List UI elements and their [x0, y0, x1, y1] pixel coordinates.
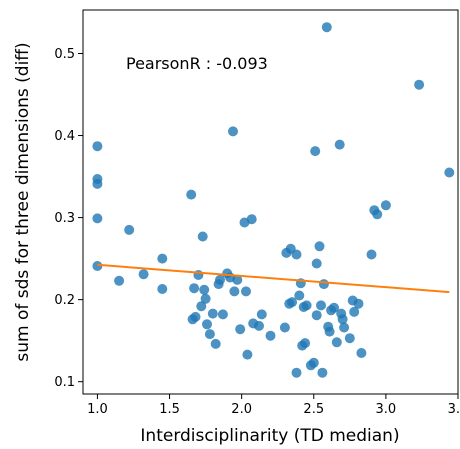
scatter-point	[334, 139, 345, 150]
scatter-point	[294, 290, 305, 301]
x-tick-label: 2.5	[303, 402, 324, 417]
scatter-point	[199, 284, 210, 295]
scatter-point	[314, 241, 325, 252]
scatter-point	[256, 309, 267, 320]
y-tick-label: 0.2	[54, 293, 75, 308]
scatter-point	[444, 167, 455, 178]
scatter-point	[339, 322, 350, 333]
scatter-point	[92, 141, 103, 152]
scatter-point	[197, 231, 208, 242]
x-tick-label: 3.0	[376, 402, 397, 417]
scatter-point	[207, 308, 218, 319]
scatter-point	[241, 286, 251, 297]
scatter-point	[279, 322, 290, 333]
scatter-point	[414, 79, 425, 90]
scatter-point	[215, 274, 225, 285]
scatter-point	[337, 314, 348, 325]
plot-area: 1.0 1.5 2.0 2.5 3.0 3.5 0.1 0.2 0.3 0.4 0.5	[54, 9, 460, 417]
scatter-point	[157, 253, 168, 264]
scatter-point	[291, 249, 302, 260]
scatter-point	[265, 330, 276, 341]
scatter-point	[349, 306, 360, 317]
scatter-point	[235, 324, 246, 335]
scatter-point	[317, 367, 328, 378]
axes-frame	[82, 9, 459, 395]
scatter-point	[246, 214, 257, 225]
regression-line-layer	[97, 263, 450, 294]
scatter-point	[300, 338, 311, 349]
scatter-point	[287, 297, 298, 308]
scatter-point	[229, 286, 240, 297]
scatter-point	[324, 326, 335, 337]
scatter-point	[124, 224, 135, 235]
y-tick-label: 0.3	[54, 211, 75, 226]
x-axis-label: Interdisciplinarity (TD median)	[140, 426, 399, 446]
scatter-point	[254, 320, 264, 331]
scatter-point	[190, 311, 201, 322]
scatter-point	[204, 329, 215, 340]
scatter-point	[380, 200, 391, 211]
scatter-point	[232, 274, 243, 285]
scatter-point	[321, 22, 332, 33]
scatter-point	[311, 310, 322, 321]
scatter-point	[366, 249, 377, 260]
scatter-point	[210, 338, 221, 349]
scatter-point	[344, 333, 355, 344]
y-tick-label: 0.4	[54, 129, 75, 144]
x-tick-label: 1.0	[87, 402, 108, 417]
scatter-point	[92, 213, 103, 224]
scatter-point	[196, 301, 207, 312]
scatter-point	[316, 300, 326, 311]
scatter-point	[353, 298, 364, 309]
x-axis-ticks: 1.0 1.5 2.0 2.5 3.0 3.5	[87, 394, 460, 417]
scatter-point	[242, 349, 253, 360]
scatter-point	[311, 258, 322, 269]
scatter-point	[200, 293, 211, 304]
scatter-point	[301, 300, 312, 311]
scatter-point	[308, 357, 319, 368]
scatter-points	[92, 22, 455, 378]
scatter-point	[92, 261, 103, 271]
scatter-point	[186, 189, 197, 200]
y-tick-label: 0.5	[54, 47, 75, 62]
scatter-point	[157, 284, 168, 294]
scatter-point	[228, 126, 238, 137]
scatter-point	[189, 283, 200, 294]
x-tick-label: 1.5	[159, 402, 180, 417]
x-tick-label: 2.0	[231, 402, 252, 417]
scatter-point	[92, 178, 103, 189]
scatter-point	[114, 275, 125, 286]
y-tick-label: 0.1	[54, 375, 75, 390]
scatter-point	[356, 348, 367, 358]
scatter-point	[217, 309, 228, 320]
scatter-point	[291, 367, 302, 378]
scatter-point	[331, 337, 342, 348]
y-axis-label: sum of sds for three dimensions (diff)	[13, 42, 33, 361]
scatter-point	[329, 302, 339, 313]
scatter-point	[372, 209, 383, 220]
regression-line	[97, 263, 450, 294]
scatter-point	[138, 269, 149, 280]
y-axis-ticks: 0.1 0.2 0.3 0.4 0.5	[54, 47, 83, 390]
pearson-annotation: PearsonR : -0.093	[126, 54, 268, 73]
scatter-point	[318, 279, 329, 290]
x-tick-label: 3.5	[448, 402, 460, 417]
scatter-point	[310, 146, 321, 157]
scatter-point	[202, 319, 212, 330]
